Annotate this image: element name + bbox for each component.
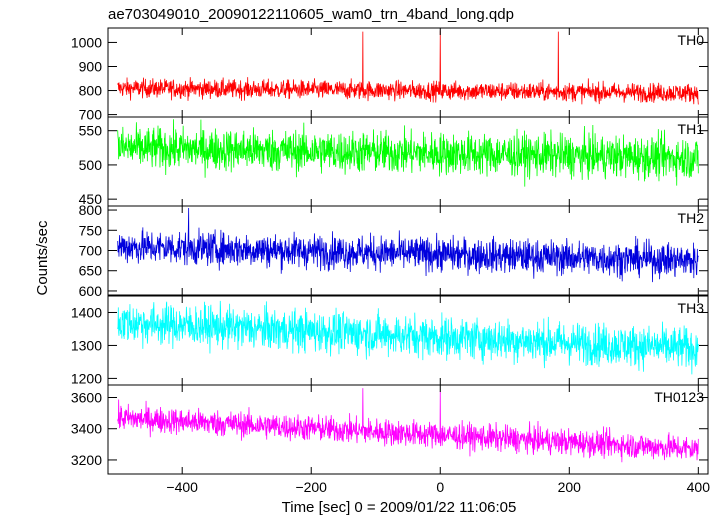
x-tick-label: −400 (166, 479, 198, 495)
y-tick-label: 450 (79, 191, 103, 207)
panel-label: TH2 (678, 210, 705, 226)
panel-frame (107, 27, 709, 118)
y-tick-label: 600 (79, 283, 103, 299)
y-tick-label: 1000 (71, 34, 102, 50)
panel-th3: 1200 1300 1400 TH3 (71, 295, 709, 386)
panel-th0123: 3200 3400 3600 TH0123 (71, 384, 709, 475)
panel-label: TH0123 (654, 389, 704, 405)
y-tick-label: 1200 (71, 370, 102, 386)
panel-th0: 700 800 900 1000 TH0 (71, 27, 709, 123)
y-tick-label: 700 (79, 243, 103, 259)
x-tick-label: −200 (295, 479, 327, 495)
y-tick-label: 800 (79, 83, 103, 99)
y-tick-label: 800 (79, 202, 103, 218)
series-th3 (117, 300, 699, 375)
panel-th1: 450 500 550 TH1 (79, 116, 709, 207)
panel-label: TH0 (678, 32, 705, 48)
y-axis-label: Counts/sec (34, 220, 51, 296)
panels: 700 800 900 1000 TH0 450 500 550 TH1 600 650 700 750… (71, 27, 711, 495)
y-tick-label: 1300 (71, 337, 102, 353)
x-axis-label: Time [sec] 0 = 2009/01/22 11:06:05 (282, 499, 517, 516)
y-tick-label: 750 (79, 222, 103, 238)
series-th0123 (117, 388, 699, 463)
y-tick-label: 3600 (71, 389, 102, 405)
y-tick-label: 500 (79, 157, 103, 173)
y-tick-label: 3200 (71, 452, 102, 468)
x-tick-label: 0 (436, 479, 444, 495)
y-tick-label: 900 (79, 58, 103, 74)
panel-label: TH1 (678, 121, 705, 137)
series-th0 (117, 30, 699, 105)
y-tick-label: 1400 (71, 304, 102, 320)
y-tick-label: 550 (79, 123, 103, 139)
x-tick-label: 400 (687, 479, 711, 495)
panel-label: TH3 (678, 300, 705, 316)
chart-title: ae703049010_20090122110605_wam0_trn_4ban… (108, 6, 514, 23)
x-tick-label: 200 (558, 479, 582, 495)
y-tick-label: 700 (79, 107, 103, 123)
y-tick-label: 3400 (71, 421, 102, 437)
panel-th2: 600 650 700 750 800 TH2 (79, 202, 709, 299)
series-th1 (117, 119, 699, 187)
panel-frame (107, 384, 709, 475)
series-th2 (117, 208, 699, 283)
y-tick-label: 650 (79, 263, 103, 279)
